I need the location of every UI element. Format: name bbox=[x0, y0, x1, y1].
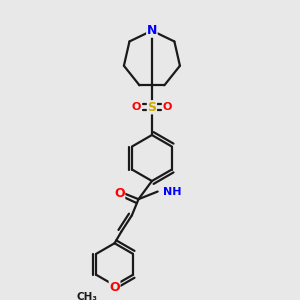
Text: O: O bbox=[109, 281, 120, 294]
Text: O: O bbox=[114, 187, 125, 200]
Text: NH: NH bbox=[164, 187, 182, 196]
Text: N: N bbox=[147, 24, 157, 37]
Text: S: S bbox=[147, 101, 156, 114]
Text: O: O bbox=[132, 102, 141, 112]
Text: CH₃: CH₃ bbox=[76, 292, 97, 300]
Text: O: O bbox=[163, 102, 172, 112]
